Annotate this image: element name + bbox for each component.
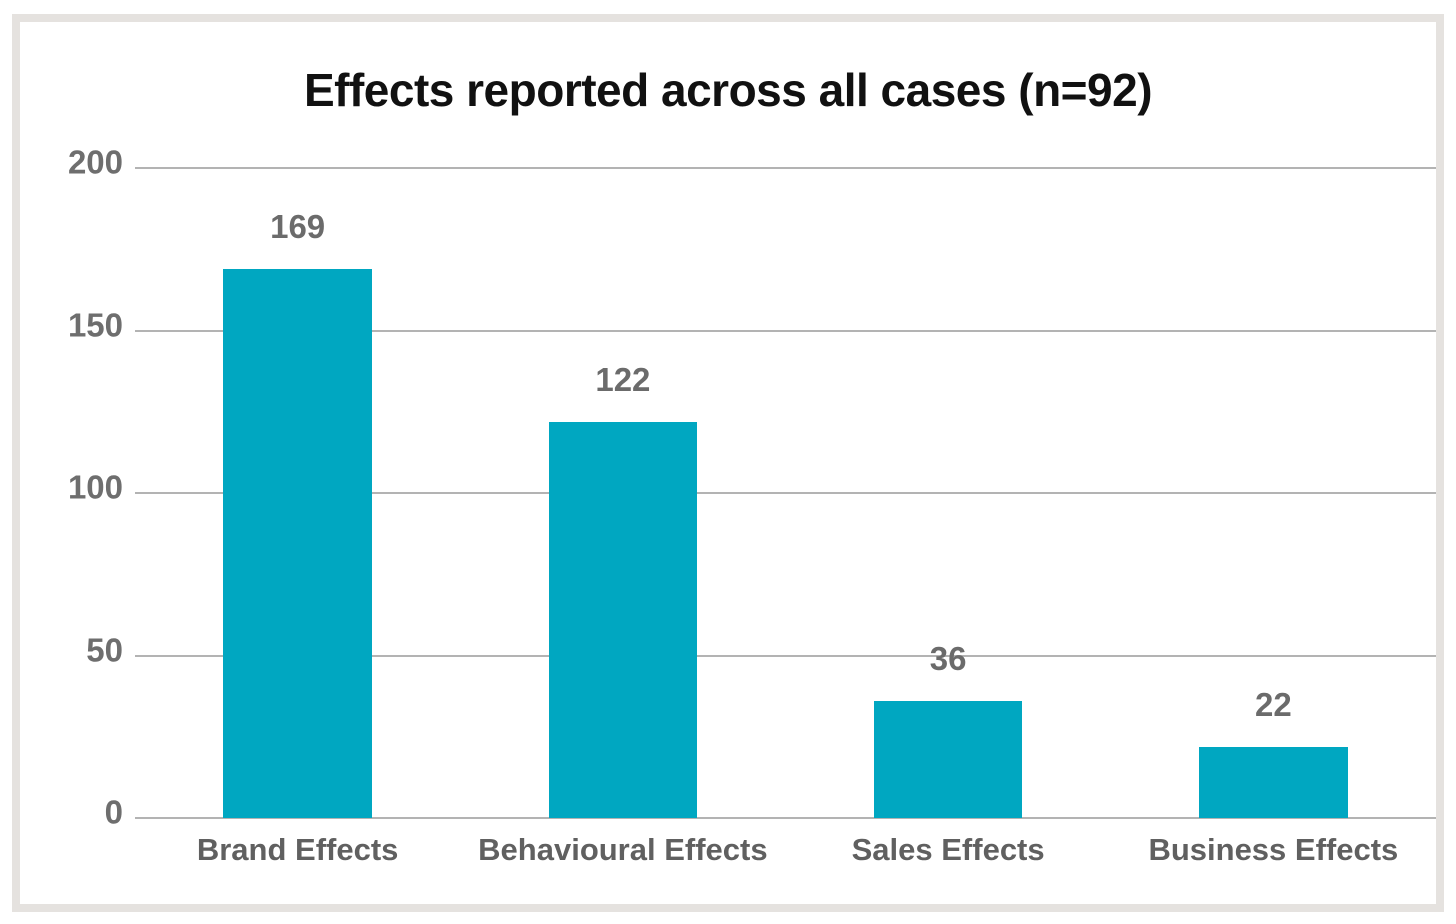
bar-value-label: 36 [929, 640, 967, 677]
gridline-y-50 [135, 654, 1436, 657]
bar [1199, 746, 1348, 818]
x-tick-label: Business Effects [1148, 832, 1399, 867]
y-tick-label-0: 0 [104, 793, 123, 831]
y-tick-label-50: 50 [86, 631, 123, 668]
chart-card: Effects reported across all cases (n=92)… [12, 14, 1444, 912]
bar [548, 421, 698, 818]
bar-chart: 0 50 100 150 200 169 122 36 22 Brand Effects Beh… [20, 146, 1436, 868]
bar-value-label: 122 [595, 360, 651, 398]
x-axis: Brand Effects Behavioural Effects Sales Ef… [135, 818, 1436, 868]
bar-slot: 22 [1111, 168, 1436, 818]
chart-title: Effects reported across all cases (n=92) [303, 64, 1153, 116]
x-tick-label: Behavioural Effects [478, 832, 768, 867]
bar-slot: 36 [786, 168, 1111, 818]
x-tick-label: Brand Effects [196, 832, 399, 867]
bar [873, 701, 1023, 818]
bar-slot: 169 [135, 168, 460, 818]
x-tick-label: Sales Effects [851, 832, 1045, 867]
y-tick-label-150: 150 [67, 306, 123, 343]
y-tick-label-200: 200 [67, 143, 123, 181]
gridline-y-0 [135, 817, 1436, 819]
y-tick-label-100: 100 [67, 468, 123, 506]
bar-value-label: 22 [1255, 685, 1292, 723]
gridline-y-200 [135, 167, 1436, 169]
bar-slot: 122 [460, 168, 785, 818]
gridline-y-100 [135, 492, 1436, 494]
plot-area: 169 122 36 22 [135, 167, 1436, 819]
bar-value-label: 169 [270, 207, 326, 245]
y-axis: 0 50 100 150 200 [20, 146, 135, 829]
gridline-y-150 [135, 329, 1436, 332]
bar-series: 169 122 36 22 [135, 168, 1436, 818]
bar [223, 268, 372, 818]
